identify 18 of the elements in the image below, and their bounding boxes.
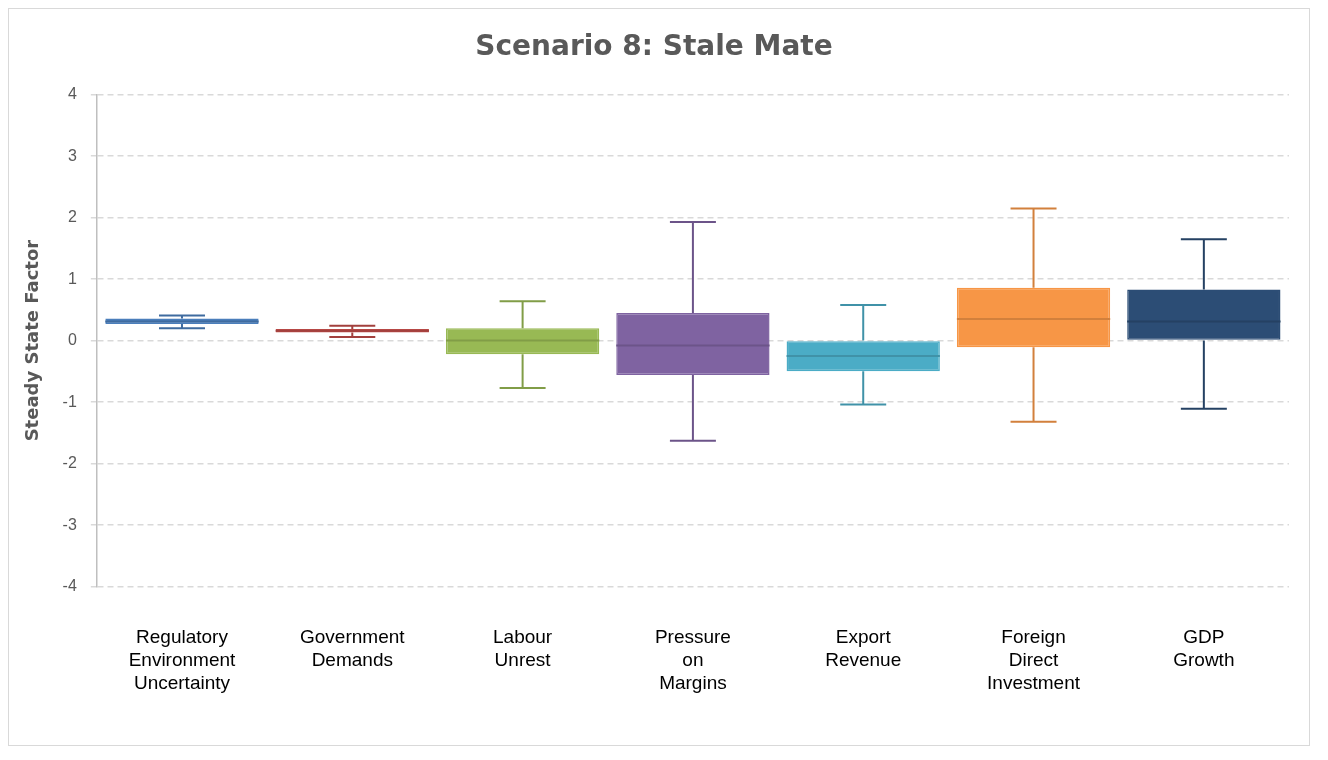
y-tick-label: -2 [62,454,77,472]
x-tick-label: Foreign Direct Investment [987,626,1081,693]
chart-title: Scenario 8: Stale Mate [475,29,833,63]
y-tick-label: 4 [67,85,77,103]
y-tick-label: 1 [67,269,77,287]
y-axis-title: Steady State Factor [21,239,43,442]
y-tick-label: 3 [67,146,77,164]
x-tick-label: Regulatory Environment Uncertainty [128,626,237,693]
y-tick-label: 2 [67,208,77,226]
x-tick-label: Labour Unrest [493,626,553,671]
y-tick-label: -3 [62,515,77,533]
y-tick-label: -1 [62,392,77,410]
y-tick-label: -4 [62,577,77,595]
y-tick-label: 0 [67,331,77,349]
x-tick-label: Government Demands [300,626,406,671]
x-tick-label: Pressure on Margins [654,626,731,693]
x-tick-label: GDP Growth [1173,626,1235,671]
x-tick-label: Export Revenue [825,626,902,671]
